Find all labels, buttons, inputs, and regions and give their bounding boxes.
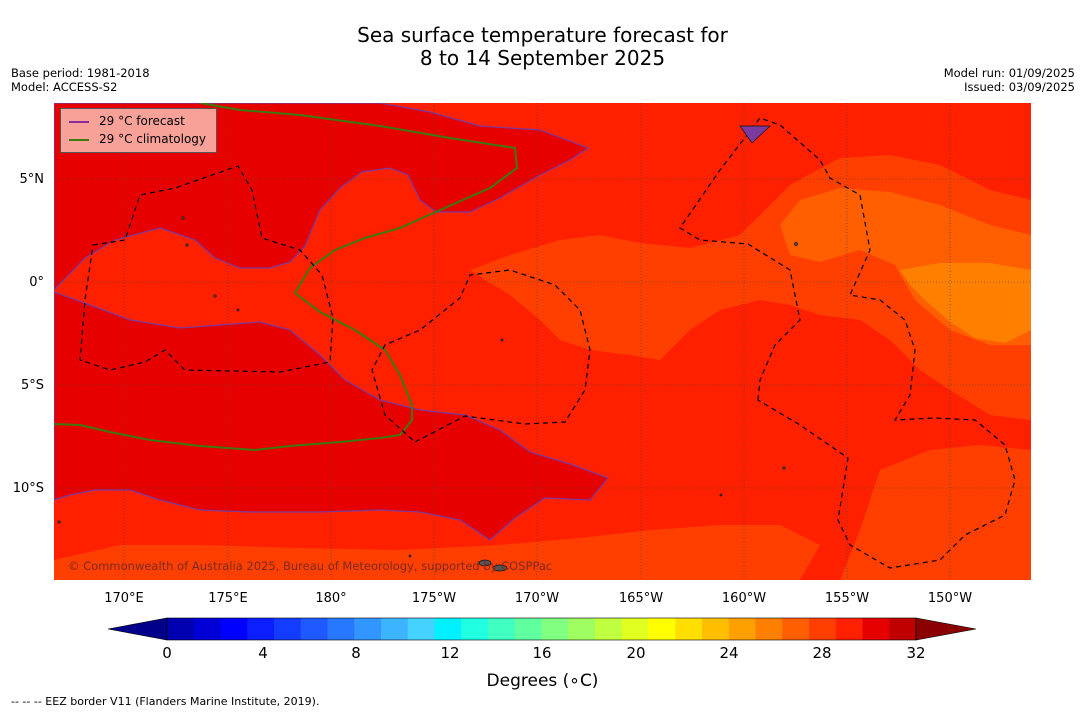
colorbar-tick: 32 (906, 644, 925, 662)
colorbar-segment (193, 618, 221, 640)
title-line-1: Sea surface temperature forecast for (357, 23, 728, 47)
colorbar-segment (167, 618, 195, 640)
colorbar-segment (274, 618, 302, 640)
colorbar-tick-labels: 0 4 8 12 16 20 24 28 32 (162, 644, 925, 662)
islands (57, 125, 798, 572)
title-line-2: 8 to 14 September 2025 (419, 46, 666, 70)
colorbar-segment (568, 618, 596, 640)
colorbar-segment (702, 618, 730, 640)
colorbar-outline (166, 617, 917, 641)
legend-forecast: 29 °C forecast (69, 113, 185, 129)
eez-borders (79, 117, 1016, 569)
colorbar-label: Degrees (∘C) (486, 671, 599, 691)
colorbar-segment (327, 618, 355, 640)
colorbar-segment (728, 618, 756, 640)
lon-tick: 170°W (515, 591, 559, 606)
legend-forecast-swatch (69, 120, 89, 123)
colorbar-segment (595, 618, 623, 640)
colorbar-extend-low (107, 617, 168, 641)
colorbar-segment (461, 618, 489, 640)
copyright-watermark: © Commonwealth of Australia 2025, Bureau… (68, 559, 552, 573)
gridlines (54, 103, 1031, 580)
colorbar-segment (300, 618, 328, 640)
colorbar-tick: 12 (440, 644, 459, 662)
model-run: Model run: 01/09/2025 (943, 66, 1075, 80)
meta-right: Model run: 01/09/2025 Issued: 03/09/2025 (944, 66, 1075, 94)
lon-tick: 170°E (104, 591, 144, 606)
issued-date: Issued: 03/09/2025 (964, 80, 1075, 94)
colorbar-segment (381, 618, 409, 640)
colorbar-segment (354, 618, 382, 640)
map-legend: 29 °C forecast 29 °C climatology (60, 108, 217, 153)
colorbar-segment (889, 618, 917, 640)
colorbar-segment (434, 618, 462, 640)
colorbar-segment (247, 618, 275, 640)
lon-tick: 175°E (208, 591, 248, 606)
climatology-29c-north (54, 103, 519, 452)
lon-tick: 150°W (928, 591, 972, 606)
colorbar-segment (541, 618, 569, 640)
lon-tick: 155°W (825, 591, 869, 606)
colorbar-segment (809, 618, 837, 640)
colorbar-tick: 16 (532, 644, 551, 662)
sst-above-29-south (54, 291, 609, 541)
colorbar-segment (675, 618, 703, 640)
colorbar (107, 617, 977, 641)
colorbar-segment (514, 618, 542, 640)
lon-tick: 165°W (619, 591, 663, 606)
lon-tick: 160°W (722, 591, 766, 606)
colorbar-tick: 20 (626, 644, 645, 662)
colorbar-segment (648, 618, 676, 640)
colorbar-tick: 0 (162, 644, 172, 662)
colorbar-segment (407, 618, 435, 640)
lat-tick-labels: 5°N 0° 5°S 10°S (13, 172, 44, 496)
model-name: Model: ACCESS-S2 (11, 80, 118, 94)
sst-27-28-southeast (840, 445, 1031, 580)
lon-tick: 175°W (412, 591, 456, 606)
lat-tick: 0° (29, 275, 44, 290)
colorbar-segment (755, 618, 783, 640)
legend-climatology: 29 °C climatology (69, 131, 206, 147)
footer-eez-note: -- -- -- EEZ border V11 (Flanders Marine… (11, 695, 320, 708)
colorbar-segment (835, 618, 863, 640)
colorbar-segment (488, 618, 516, 640)
lat-tick: 5°S (21, 378, 44, 393)
legend-climatology-label: 29 °C climatology (99, 132, 207, 146)
lat-tick: 10°S (13, 481, 44, 496)
sst-27-28-south (54, 525, 820, 580)
legend-forecast-label: 29 °C forecast (99, 114, 185, 128)
colorbar-segment (621, 618, 649, 640)
colorbar-tick: 24 (719, 644, 738, 662)
meta-left: Base period: 1981-2018 Model: ACCESS-S2 (11, 66, 150, 94)
map-area: © Commonwealth of Australia 2025, Bureau… (54, 103, 1031, 580)
colorbar-tick: 28 (812, 644, 831, 662)
colorbar-tick: 4 (258, 644, 268, 662)
colorbar-extend-high (915, 617, 977, 641)
base-period: Base period: 1981-2018 (11, 66, 150, 80)
colorbar-segment (862, 618, 890, 640)
lat-tick: 5°N (20, 172, 45, 187)
colorbar-tick: 8 (351, 644, 361, 662)
colorbar-segment (782, 618, 810, 640)
lon-tick: 180° (315, 591, 346, 606)
colorbar-segment (220, 618, 248, 640)
sst-25-26-east (900, 263, 1031, 343)
lon-tick-labels: 170°E 175°E 180° 175°W 170°W 165°W 160°W… (104, 591, 972, 606)
legend-climatology-swatch (69, 138, 89, 141)
